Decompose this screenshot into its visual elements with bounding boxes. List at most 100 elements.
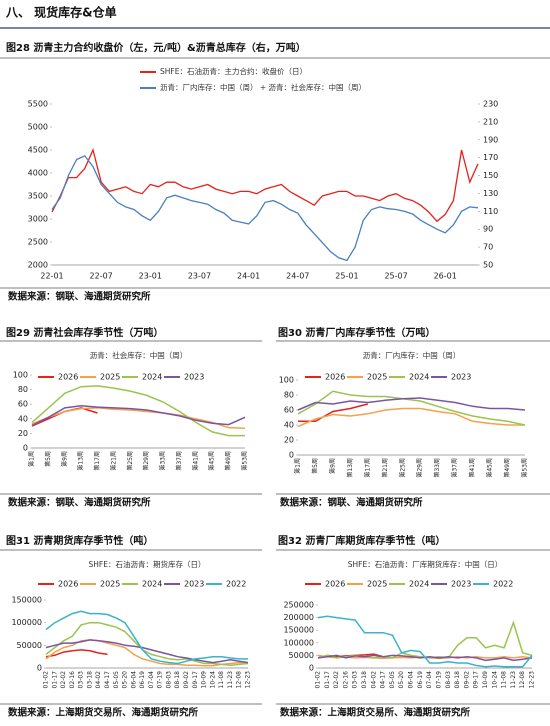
- x-tick-label: 第1周: [294, 458, 302, 474]
- series-line: [31, 404, 246, 427]
- legend-label: 2025: [367, 580, 387, 589]
- legend-label: SHFE：石油沥青：主力合约：收盘价（日）: [160, 66, 307, 76]
- x-tick-label: 07-19: [435, 671, 442, 689]
- x-tick-label: 第5周: [311, 458, 319, 474]
- x-tick-label: 10-24: [209, 671, 216, 689]
- series-line: [297, 397, 526, 411]
- legend-label: 2023: [184, 373, 204, 382]
- legend-label: 沥青：厂内库存：中国（周） + 沥青：社会库存：中国（周）: [160, 82, 366, 92]
- x-tick-label: 04-02: [95, 671, 102, 689]
- x-tick-label: 23-01: [139, 272, 162, 281]
- y-tick-label: 0: [289, 451, 294, 460]
- x-tick-label: 第21周: [381, 458, 389, 478]
- x-tick-label: 22-07: [90, 272, 113, 281]
- legend-label: 2022: [493, 580, 513, 589]
- x-tick-label: 12-08: [236, 671, 243, 689]
- series-line: [31, 407, 98, 427]
- x-tick-label: 12-23: [529, 671, 536, 689]
- x-tick-label: 09-02: [463, 671, 470, 689]
- source: 数据来源：钢联、海通期货研究所: [7, 291, 151, 303]
- subtitle: 沥青：厂内库存：中国（周）: [363, 350, 461, 360]
- legend-label: 2024: [142, 580, 162, 589]
- y2-tick-label: 110: [483, 207, 498, 216]
- legend-label: 2023: [451, 373, 471, 382]
- x-tick-label: 第33周: [433, 458, 441, 478]
- source: 数据来源：上海期货交易所、海通期货研究所: [279, 707, 471, 719]
- series-line: [297, 407, 525, 428]
- x-tick-label: 第13周: [77, 451, 85, 471]
- subtitle: SHFE：石油沥青：期货库存（日）: [89, 559, 206, 569]
- series-line: [51, 148, 479, 223]
- y-tick-label: 40: [284, 421, 294, 430]
- x-tick-label: 12-08: [519, 671, 526, 689]
- y-tick-label: 80: [18, 385, 28, 394]
- y-tick-label: 50000: [289, 651, 314, 660]
- x-tick-label: 07-04: [426, 671, 433, 689]
- legend-label: 2025: [100, 373, 120, 382]
- x-tick-label: 09-17: [192, 671, 199, 689]
- x-tick-label: 第17周: [363, 458, 371, 478]
- y2-tick-label: 90: [483, 225, 493, 234]
- x-tick-label: 04-17: [104, 671, 111, 689]
- y2-tick-label: 50: [483, 261, 493, 270]
- series-line: [317, 615, 533, 668]
- x-tick-label: 09-02: [183, 671, 190, 689]
- y-tick-label: 3000: [28, 215, 48, 224]
- legend-label: 2024: [142, 373, 162, 382]
- x-tick-label: 11-08: [501, 671, 508, 689]
- legend-label: 2023: [184, 580, 204, 589]
- x-tick-label: 02-02: [60, 671, 67, 689]
- x-tick-label: 06-04: [130, 671, 137, 689]
- legend-label: 2024: [409, 580, 429, 589]
- legend-label: 2023: [451, 580, 471, 589]
- y2-tick-label: 130: [483, 189, 498, 198]
- x-tick-label: 第25周: [398, 458, 406, 478]
- series-line: [51, 155, 479, 262]
- x-tick-label: 03-18: [361, 671, 368, 689]
- x-tick-label: 第25周: [126, 451, 134, 471]
- series-line: [317, 620, 533, 659]
- x-tick-label: 24-01: [237, 272, 260, 281]
- y2-tick-label: 230: [483, 100, 498, 109]
- x-tick-label: 25-07: [384, 272, 407, 281]
- x-tick-label: 01-02: [43, 671, 50, 689]
- x-tick-label: 01-02: [315, 671, 322, 689]
- x-tick-label: 第17周: [93, 451, 101, 471]
- y2-tick-label: 190: [483, 135, 498, 144]
- x-tick-label: 07-19: [157, 671, 164, 689]
- y-tick-label: 2000: [28, 261, 48, 270]
- series-line: [45, 610, 248, 665]
- x-tick-label: 04-17: [380, 671, 387, 689]
- x-tick-label: 02-16: [342, 671, 349, 689]
- source: 数据来源：钢联、海通期货研究所: [279, 497, 423, 509]
- x-tick-label: 第13周: [346, 458, 354, 478]
- series-line: [298, 403, 368, 423]
- y2-tick-label: 150: [483, 171, 498, 180]
- y-tick-label: 4500: [28, 146, 48, 155]
- figure-title: 图32 沥青厂库期货库存季节性（吨）: [278, 534, 445, 547]
- y-tick-label: 4000: [28, 169, 48, 178]
- x-tick-label: 10-09: [201, 671, 208, 689]
- x-tick-label: 08-03: [445, 671, 452, 689]
- section-title: 八、 现货库存&仓单: [5, 5, 117, 20]
- y-tick-label: 200000: [283, 613, 314, 622]
- source: 数据来源：上海期货交易所、海通期货研究所: [7, 707, 199, 719]
- legend-label: 2026: [58, 373, 78, 382]
- x-tick-label: 05-05: [113, 671, 120, 689]
- y-tick-label: 80: [284, 391, 294, 400]
- x-tick-label: 09-17: [473, 671, 480, 689]
- legend-label: 2022: [226, 580, 246, 589]
- y2-tick-label: 170: [483, 153, 498, 162]
- x-tick-label: 03-03: [78, 671, 85, 689]
- x-tick-label: 05-20: [398, 671, 405, 689]
- series-line: [45, 639, 249, 664]
- y-tick-label: 100000: [283, 638, 314, 647]
- figure-title: 图29 沥青社会库存季节性（万吨）: [6, 326, 163, 339]
- x-tick-label: 第41周: [191, 451, 199, 471]
- x-tick-label: 11-23: [227, 671, 234, 689]
- y-tick-label: 150000: [283, 626, 314, 635]
- y-tick-label: 0: [309, 664, 314, 673]
- figure-title: 图28 沥青主力合约收盘价（左，元/吨）&沥青总库存（右，万吨）: [6, 41, 306, 54]
- y-tick-label: 100: [13, 371, 28, 380]
